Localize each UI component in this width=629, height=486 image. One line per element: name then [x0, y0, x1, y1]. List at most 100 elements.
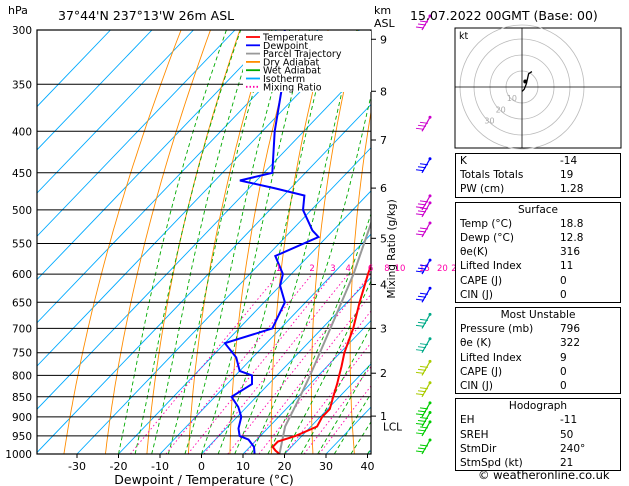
wet-adiabat-line	[134, 30, 242, 454]
legend-entry: Mixing Ratio	[263, 82, 322, 93]
parcel-trajectory-line	[278, 220, 371, 454]
mixing-ratio-label: 2	[309, 264, 314, 274]
hodograph-ring-label: 10	[507, 94, 517, 103]
location-title: 37°44'N 237°13'W 26m ASL	[58, 8, 235, 23]
wind-barb-dot	[428, 411, 432, 415]
mixing-ratio-line	[284, 342, 371, 454]
hodograph-label: StmDir	[460, 442, 497, 455]
index-value: 19	[560, 169, 574, 182]
hodograph-value: -11	[560, 414, 578, 427]
wind-barb-flag	[415, 423, 425, 426]
x-axis-title: Dewpoint / Temperature (°C)	[114, 472, 293, 486]
index-row: K -14	[456, 154, 620, 168]
km-tick-label: 6	[380, 182, 387, 195]
isotherm-line	[37, 30, 236, 237]
most-unstable-value: 322	[560, 337, 581, 350]
wind-barb-flag	[417, 346, 427, 349]
hodograph-value: 240°	[560, 442, 586, 455]
isotherm-line	[37, 30, 153, 151]
surface-row: θe(K) 316	[456, 245, 620, 259]
pressure-tick-label: 300	[12, 25, 32, 37]
hodograph-row: StmDir 240°	[456, 442, 620, 456]
most-unstable-row: CAPE (J) 0	[456, 365, 620, 379]
index-row: Totals Totals 19	[456, 168, 620, 182]
surface-label: Dewp (°C)	[460, 232, 514, 245]
wind-barb-flag	[417, 447, 427, 450]
km-tick-label: 3	[380, 322, 387, 335]
km-tick-label: 8	[380, 85, 387, 98]
km-tick-label: 7	[380, 134, 387, 147]
pressure-tick-label: 1000	[5, 449, 32, 461]
most-unstable-row: θe (K) 322	[456, 336, 620, 350]
surface-value: 0	[560, 288, 567, 301]
isotherm-line	[37, 30, 360, 367]
isotherm-line	[242, 320, 371, 454]
wind-barb-flag	[417, 321, 427, 324]
wind-barb-dot	[428, 438, 432, 442]
mixing-ratio-label: 20	[437, 264, 448, 274]
most-unstable-row: Lifted Index 9	[456, 351, 620, 365]
pressure-tick-label: 850	[12, 392, 32, 404]
hodograph-label: StmSpd (kt)	[460, 457, 523, 470]
hodograph-ring-label: 20	[496, 105, 506, 114]
isotherm-line	[37, 30, 111, 108]
wind-barb-dot	[428, 401, 432, 405]
most-unstable-value: 796	[560, 323, 581, 336]
datetime-title: 15.07.2022 00GMT (Base: 00)	[410, 8, 598, 23]
wind-barb-flag	[415, 371, 425, 374]
wind-barb-flag	[419, 207, 429, 210]
wet-adiabat-line	[217, 30, 333, 454]
wind-barb-dot	[428, 157, 432, 161]
most-unstable-value: 0	[560, 380, 567, 393]
wet-adiabat-line	[234, 30, 358, 454]
dry-adiabat-line	[622, 30, 629, 454]
mixing-ratio-line	[203, 273, 349, 454]
isotherm-line	[201, 276, 371, 454]
wind-barb-flag	[417, 23, 427, 26]
wind-barb-flag	[419, 121, 429, 124]
surface-row: Lifted Index 11	[456, 259, 620, 273]
wind-barb-flag	[417, 124, 427, 127]
hodograph-label: SREH	[460, 428, 489, 441]
plot-area	[37, 30, 629, 454]
surface-row: Dewp (°C) 12.8	[456, 231, 620, 245]
wind-barb-dot	[428, 381, 432, 385]
surface-label: Temp (°C)	[460, 217, 513, 230]
hodograph-ring-label: 30	[484, 117, 494, 126]
wet-adiabat-line	[300, 325, 371, 454]
wind-barb-flag	[417, 166, 427, 169]
pressure-tick-label: 400	[12, 126, 32, 138]
km-tick-label: 1	[380, 410, 387, 423]
surface-row: CAPE (J) 0	[456, 274, 620, 288]
most-unstable-title: Most Unstable	[500, 309, 576, 322]
pressure-tick-label: 450	[12, 168, 32, 180]
index-row: PW (cm) 1.28	[456, 182, 620, 196]
hodograph-kt-label: kt	[459, 31, 469, 42]
wind-barb-dot	[428, 337, 432, 341]
wind-barb-flag	[419, 318, 429, 321]
isotherm-line	[37, 60, 371, 410]
surface-row: CIN (J) 0	[456, 288, 620, 302]
pressure-tick-label: 550	[12, 238, 32, 250]
hodograph-title: Hodograph	[508, 400, 568, 413]
hodograph-row: SREH 50	[456, 428, 620, 442]
mixing-ratio-line	[130, 273, 279, 454]
wind-barb-flag	[417, 203, 427, 206]
hodograph-row: EH -11	[456, 413, 620, 427]
wind-barb-dot	[428, 258, 432, 262]
most-unstable-value: 9	[560, 351, 567, 364]
hodograph-trace	[521, 71, 533, 92]
surface-value: 0	[560, 274, 567, 287]
hodograph-value: 21	[560, 457, 574, 470]
mixing-ratio-label: 3	[330, 264, 335, 274]
surface-value: 12.8	[560, 232, 584, 245]
km-axis-label: km	[374, 4, 392, 17]
surface-label: CIN (J)	[460, 288, 493, 301]
hodograph-row: StmSpd (kt) 21	[456, 456, 620, 470]
most-unstable-label: Pressure (mb)	[460, 323, 534, 336]
copyright: © weatheronline.co.uk	[478, 468, 610, 482]
indices-box: K -14 Totals Totals 19 PW (cm) 1.28	[455, 153, 621, 198]
wind-barb-flag	[419, 417, 429, 420]
legend-entry: Dewpoint	[263, 41, 308, 52]
